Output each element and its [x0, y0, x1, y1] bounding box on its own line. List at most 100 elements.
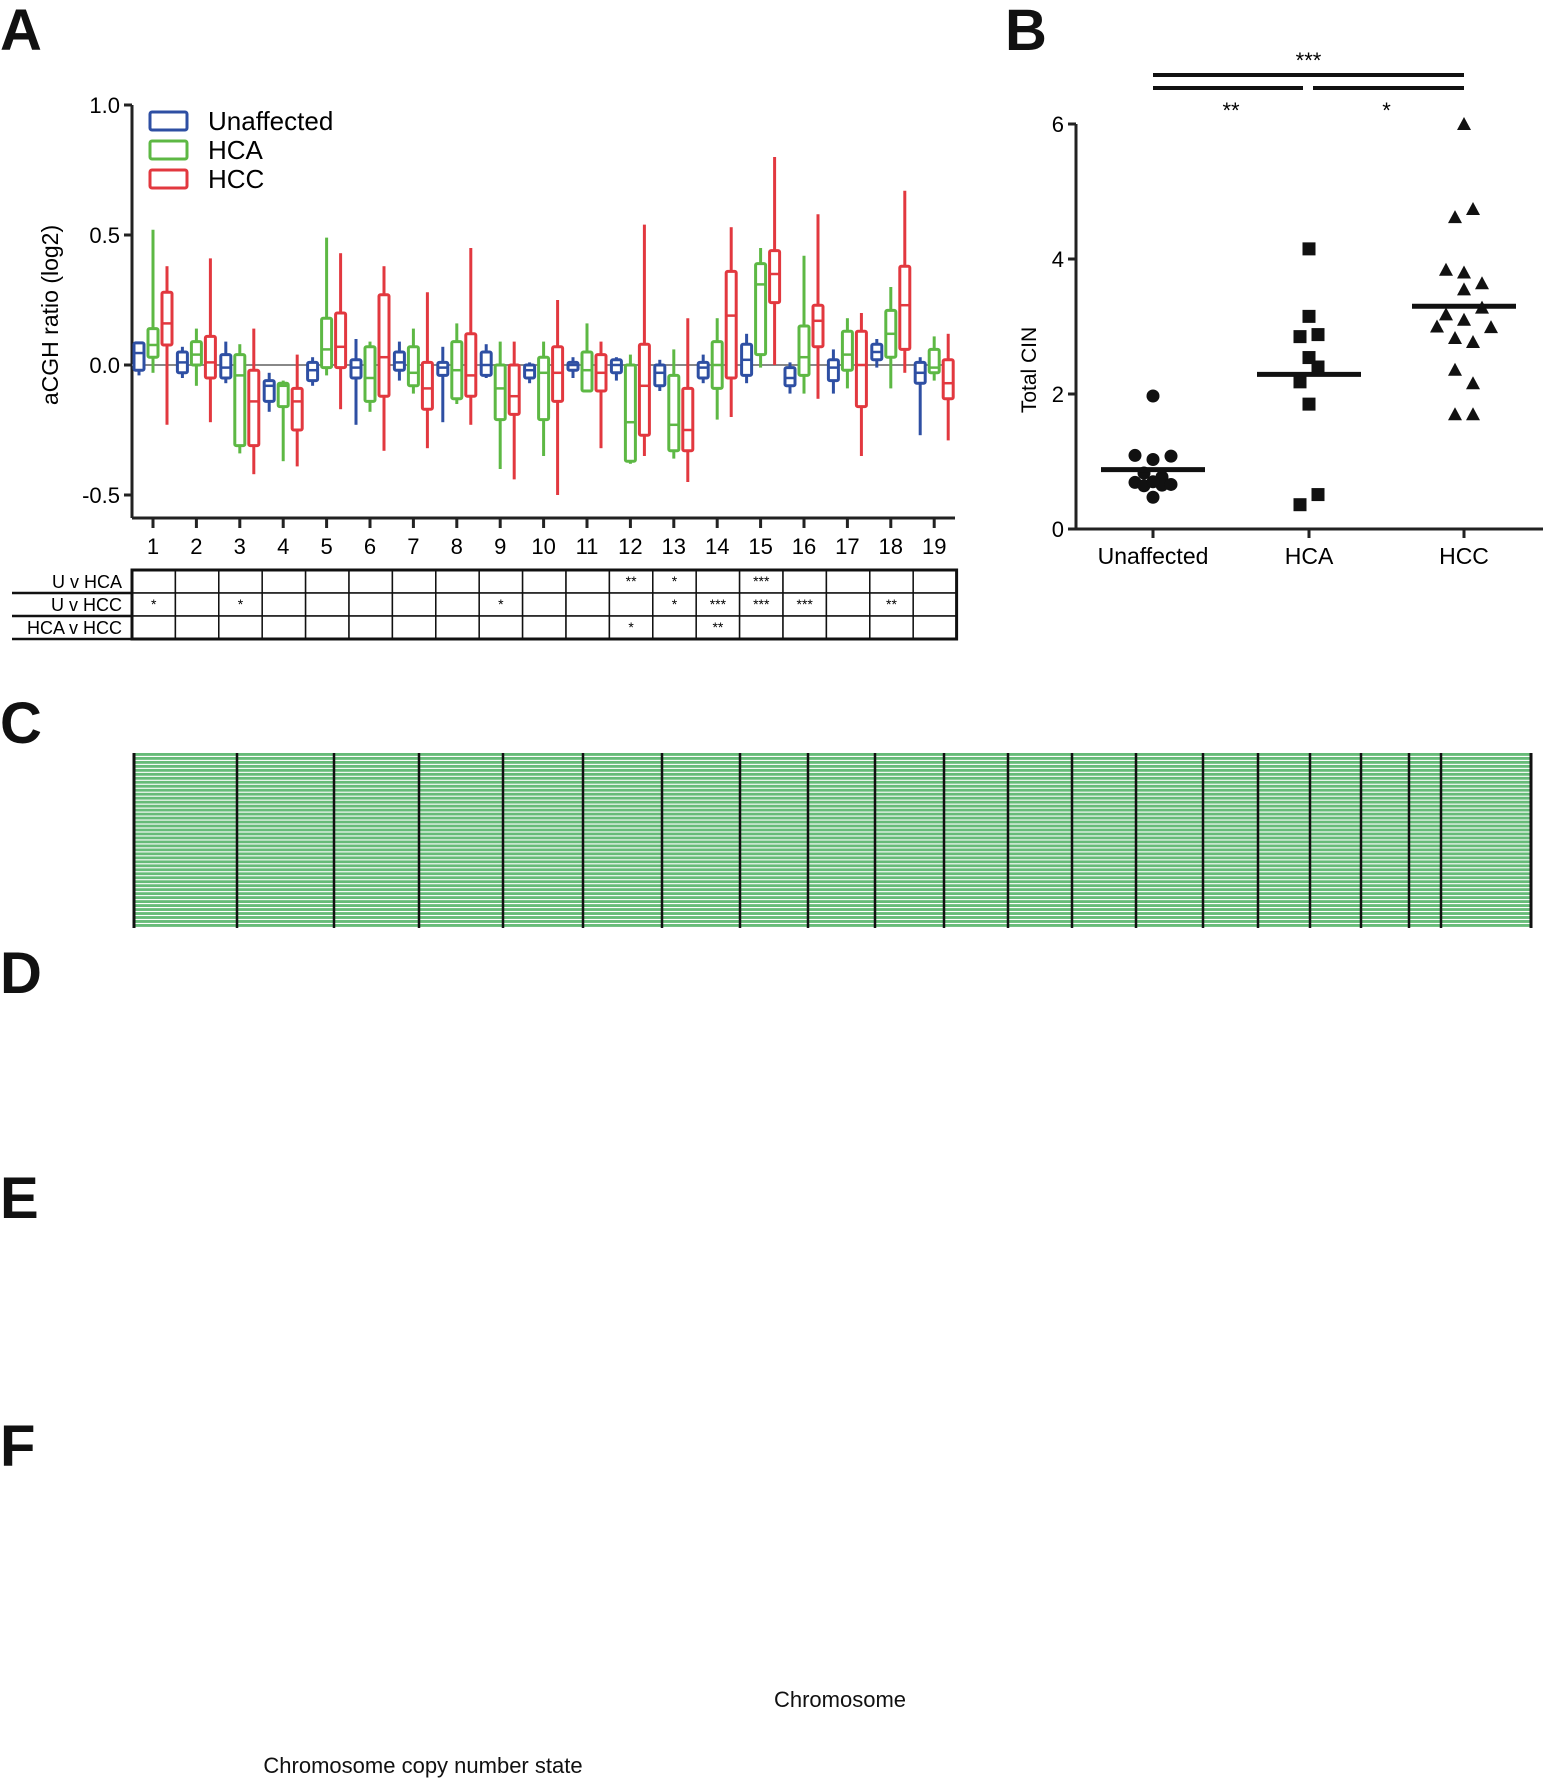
- cell-state-2: [134, 912, 238, 915]
- point-hca: [1293, 375, 1307, 389]
- cell-state-2: [1258, 888, 1311, 892]
- cell-state-2: [662, 880, 741, 884]
- cell-state-2: [237, 860, 335, 864]
- box-unaffected-chr19: [913, 357, 927, 436]
- cell-state-2: [1136, 804, 1204, 808]
- cell-state-2: [1136, 796, 1204, 800]
- cell-state-2: [1409, 753, 1442, 756]
- cell-state-2: [1441, 860, 1532, 864]
- cell-state-2: [1203, 836, 1259, 840]
- cell-state-2: [1441, 900, 1532, 904]
- cell-state-2: [1409, 916, 1442, 919]
- cell-state-2: [1008, 924, 1073, 927]
- cell-state-2: [1072, 876, 1137, 880]
- cell-state-2: [875, 772, 945, 776]
- cell-state-2: [1409, 812, 1442, 816]
- panel-letter-a: A: [0, 0, 42, 63]
- cell-state-2: [1008, 792, 1073, 796]
- cell-state-2: [662, 756, 741, 760]
- cell-state-2: [237, 868, 335, 872]
- cell-state-2: [503, 864, 584, 868]
- cell-state-2: [1008, 864, 1073, 868]
- cell-state-2: [1203, 884, 1259, 888]
- sig-row-label: HCA v HCC: [27, 618, 122, 638]
- cell-state-2: [875, 892, 945, 896]
- cell-state-2: [1203, 772, 1259, 776]
- point-unaffected: [1164, 477, 1178, 491]
- cell-state-2: [1008, 832, 1073, 836]
- cell-state-2: [1072, 852, 1137, 856]
- cell-state-2: [662, 796, 741, 800]
- cell-state-2: [1361, 892, 1410, 896]
- cell-state-2: [662, 924, 741, 927]
- box-unaffected-chr12: [609, 357, 623, 381]
- cell-state-2: [237, 888, 335, 892]
- legend-swatch-hcc: [148, 168, 189, 190]
- cell-state-2: [875, 820, 945, 824]
- cell-state-2: [875, 912, 945, 915]
- cell-state-2: [237, 880, 335, 884]
- box-unaffected-chr5: [306, 357, 320, 386]
- cell-state-2: [662, 884, 741, 888]
- cell-state-2: [1136, 800, 1204, 804]
- cell-state-2: [808, 820, 876, 824]
- legend-label-hca: HCA: [208, 135, 264, 165]
- cell-state-2: [1409, 792, 1442, 796]
- cell-state-2: [944, 800, 1009, 804]
- cell-state-2: [134, 832, 238, 836]
- cell-state-2: [944, 756, 1009, 760]
- cell-state-2: [1072, 788, 1137, 792]
- cell-state-2: [1136, 768, 1204, 772]
- cell-state-2: [1361, 764, 1410, 768]
- cell-state-2: [1258, 872, 1311, 876]
- sig-cell: [174, 569, 220, 594]
- cell-state-2: [740, 864, 809, 868]
- cell-state-2: [740, 836, 809, 840]
- cell-state-2: [875, 844, 945, 848]
- cell-state-2: [1072, 780, 1137, 784]
- box-iqr: [349, 358, 363, 380]
- cell-state-2: [1258, 876, 1311, 880]
- y-tick-label: 1.0: [89, 93, 120, 118]
- box-hca-chr14: [710, 318, 724, 420]
- cell-state-2: [1310, 784, 1362, 788]
- box-unaffected-chr7: [392, 341, 406, 381]
- cell-state-2: [334, 848, 420, 852]
- cell-state-2: [944, 912, 1009, 915]
- cell-state-2: [134, 760, 238, 764]
- cell-state-2: [1136, 832, 1204, 836]
- cell-state-2: [808, 800, 876, 804]
- cell-state-2: [503, 908, 584, 911]
- cell-state-2: [1008, 868, 1073, 872]
- cell-state-2: [419, 884, 504, 888]
- cell-state-2: [1203, 924, 1259, 927]
- cell-state-2: [583, 760, 663, 764]
- cell-state-2: [1203, 824, 1259, 828]
- cell-state-2: [419, 808, 504, 812]
- cell-state-2: [1409, 904, 1442, 907]
- cell-state-2: [1258, 880, 1311, 884]
- cell-state-2: [1441, 880, 1532, 884]
- box-hcc-chr9: [507, 341, 521, 480]
- sig-cell: [695, 569, 741, 594]
- significance-table: U v HCA ** * ***U v HCC * * * * *** *** *** **HCA v…: [12, 568, 959, 641]
- y-tick-label: 4: [1052, 247, 1064, 272]
- cell-state-2: [1203, 908, 1259, 911]
- cell-state-2: [1008, 756, 1073, 760]
- sig-cell: [912, 592, 958, 617]
- sig-cell: [825, 615, 871, 640]
- cell-state-2: [334, 880, 420, 884]
- cell-state-2: [583, 816, 663, 820]
- cell-state-2: [1409, 852, 1442, 856]
- cell-state-2: [1203, 788, 1259, 792]
- cell-state-2: [1072, 753, 1137, 756]
- cell-state-2: [134, 764, 238, 768]
- cell-state-2: [1409, 760, 1442, 764]
- box-iqr: [609, 358, 623, 375]
- cell-state-2: [1441, 924, 1532, 927]
- cell-state-2: [1203, 753, 1259, 756]
- cell-state-2: [503, 768, 584, 772]
- cell-state-2: [662, 828, 741, 832]
- cell-state-2: [875, 768, 945, 772]
